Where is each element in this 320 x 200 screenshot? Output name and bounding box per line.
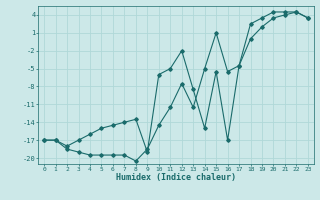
X-axis label: Humidex (Indice chaleur): Humidex (Indice chaleur) (116, 173, 236, 182)
